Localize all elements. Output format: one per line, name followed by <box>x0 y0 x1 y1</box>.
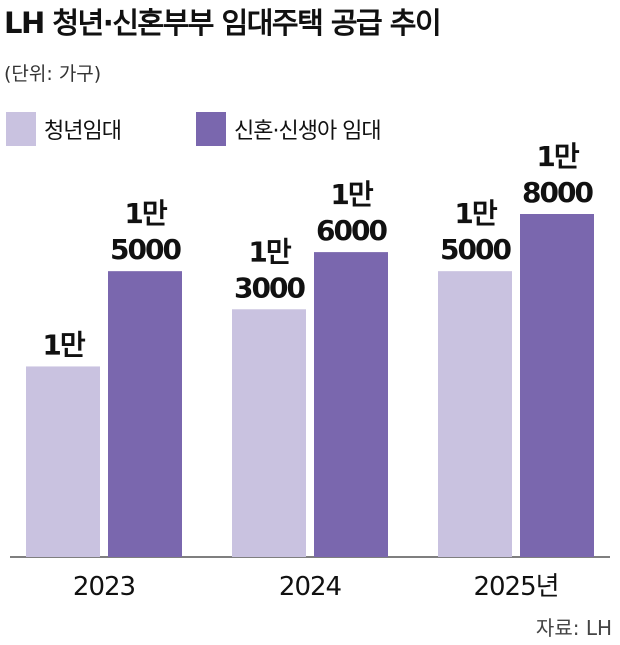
legend-label: 청년임대 <box>44 119 121 144</box>
x-tick-label: 2024 <box>279 572 342 602</box>
chart-subtitle: (단위: 가구) <box>4 63 101 85</box>
value-label: 1만 <box>42 328 85 361</box>
value-label: 1만 5000 <box>110 197 181 266</box>
bar <box>438 271 512 557</box>
chart-title: LH 청년·신혼부부 임대주택 공급 추이 <box>4 6 440 40</box>
value-label: 1만 6000 <box>316 178 387 247</box>
bar <box>26 366 100 557</box>
legend-label: 신혼·신생아 임대 <box>234 119 381 144</box>
bar <box>232 309 306 557</box>
x-tick-label: 2023 <box>73 572 135 602</box>
source: 자료: LH <box>536 616 612 640</box>
bar <box>520 214 594 557</box>
value-label: 1만 8000 <box>522 140 593 209</box>
legend-swatch <box>6 112 36 146</box>
legend-swatch <box>196 112 226 146</box>
x-tick-label: 2025년 <box>473 572 558 602</box>
value-label: 1만 5000 <box>440 197 511 266</box>
bar <box>108 271 182 557</box>
bar <box>314 252 388 557</box>
value-label: 1만 3000 <box>234 235 305 304</box>
